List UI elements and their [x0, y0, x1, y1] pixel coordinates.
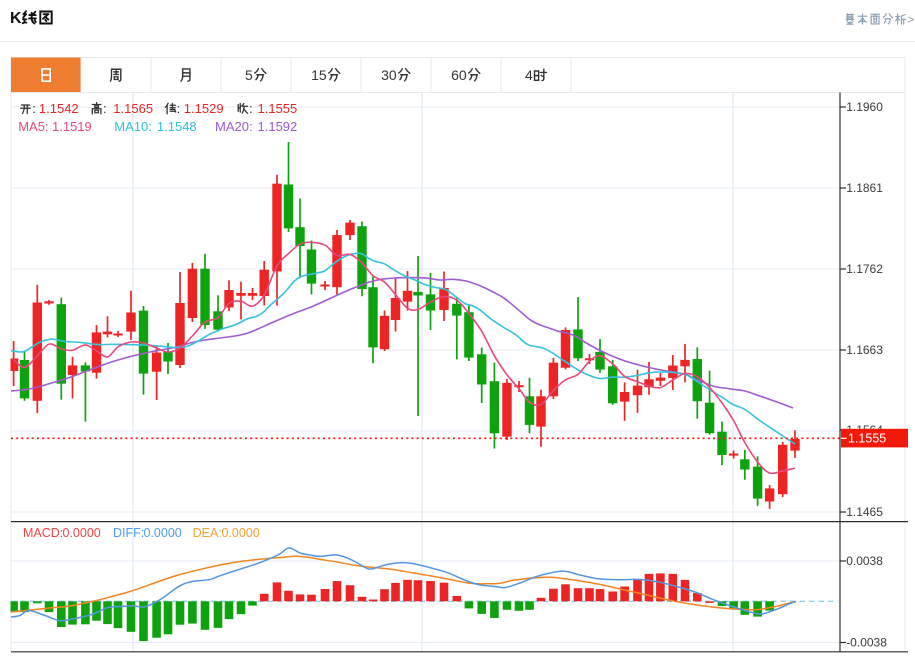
svg-text:1.1542: 1.1542	[39, 101, 79, 116]
svg-text:3: 3	[381, 67, 389, 83]
svg-text:1.1555: 1.1555	[848, 432, 886, 446]
svg-text:1.1960: 1.1960	[846, 100, 883, 114]
svg-text:6: 6	[451, 67, 459, 83]
svg-text:1.1519: 1.1519	[52, 119, 92, 134]
svg-text:0: 0	[459, 67, 467, 83]
svg-text:1: 1	[311, 67, 319, 83]
svg-text:0.0000: 0.0000	[63, 526, 101, 540]
svg-text:MA20:: MA20:	[215, 119, 253, 134]
svg-text::: :	[103, 101, 107, 116]
svg-text:1.1548: 1.1548	[157, 119, 197, 134]
svg-text:0.0000: 0.0000	[222, 526, 260, 540]
svg-text:0: 0	[389, 67, 397, 83]
svg-text:0.0000: 0.0000	[144, 526, 182, 540]
svg-text:1.1565: 1.1565	[113, 101, 153, 116]
svg-text:0.0038: 0.0038	[846, 554, 883, 568]
svg-text:DEA:: DEA:	[193, 526, 222, 540]
svg-text:DIFF:: DIFF:	[113, 526, 144, 540]
svg-text::: :	[32, 101, 36, 116]
svg-text:1.1529: 1.1529	[184, 101, 224, 116]
svg-text:MA5:: MA5:	[18, 119, 48, 134]
svg-text:MACD:: MACD:	[23, 526, 63, 540]
svg-text:-0.0038: -0.0038	[846, 636, 887, 650]
svg-text:5: 5	[319, 67, 327, 83]
svg-text:4: 4	[525, 67, 533, 83]
svg-text:1.1861: 1.1861	[846, 181, 883, 195]
svg-text:MA10:: MA10:	[114, 119, 152, 134]
svg-text:1.1663: 1.1663	[846, 343, 883, 357]
svg-text:1.1592: 1.1592	[258, 119, 298, 134]
svg-text:5: 5	[245, 67, 253, 83]
svg-text::: :	[177, 101, 181, 116]
svg-text::: :	[249, 101, 253, 116]
svg-text:1.1465: 1.1465	[846, 505, 883, 519]
svg-text:1.1555: 1.1555	[258, 101, 298, 116]
svg-text:>: >	[907, 12, 914, 26]
svg-text:K: K	[10, 10, 22, 27]
svg-text:1.1762: 1.1762	[846, 262, 883, 276]
